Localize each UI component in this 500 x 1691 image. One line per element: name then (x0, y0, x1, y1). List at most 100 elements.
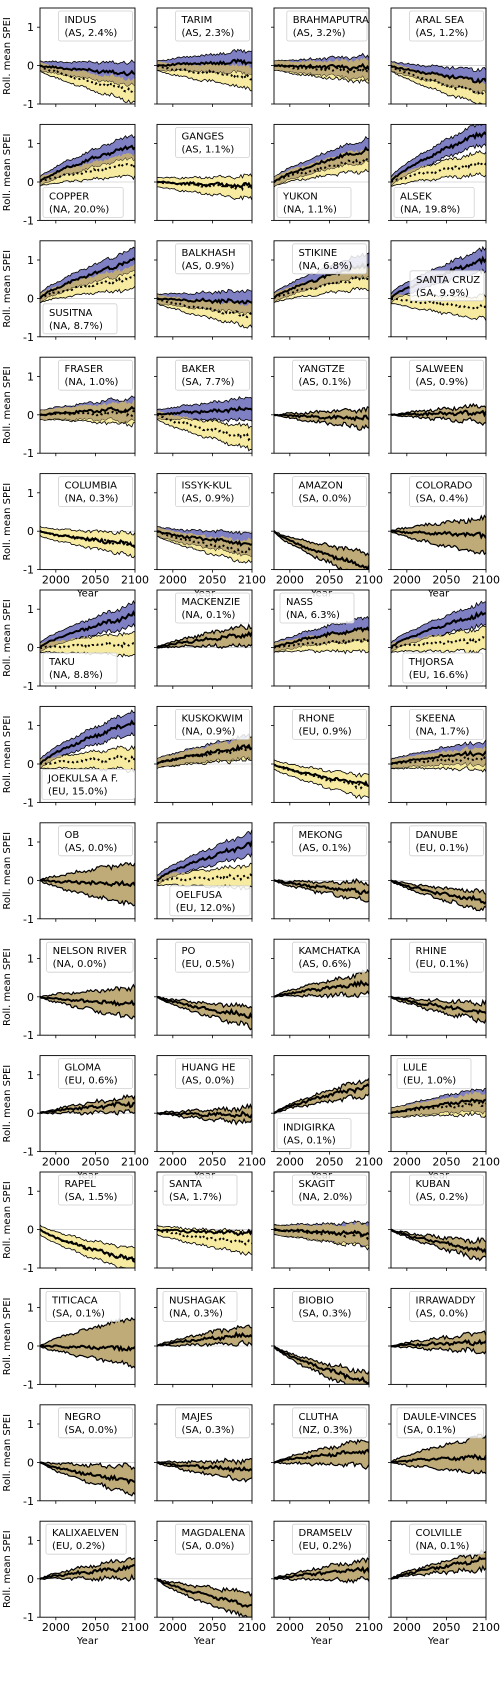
plot-area (274, 1219, 369, 1251)
panel-label: YUKON (NA, 1.1%) (276, 186, 352, 218)
label-box (162, 1291, 238, 1322)
panel-name: KUSKOKWIM (182, 713, 244, 724)
panel-label: SALWEEN (AS, 0.9%) (409, 359, 484, 391)
label-box (276, 1118, 352, 1149)
label-box (58, 1174, 133, 1206)
plot-area (40, 1316, 135, 1369)
chart-panel: SKAGIT (NA, 2.0%) (271, 1171, 370, 1271)
dashed-mean-line (157, 64, 252, 81)
y-axis-label: Roll. mean SPEI (2, 1298, 13, 1376)
dashed-mean-line (40, 1228, 135, 1261)
y-tick-label: 1 (27, 254, 34, 267)
panel-region: (NA, 2.0%) (299, 1192, 353, 1203)
label-box (175, 592, 250, 624)
panel-name: COPPER (49, 191, 89, 202)
y-tick-label: 1 (27, 21, 34, 34)
plot-area (274, 1344, 369, 1385)
axes-frame (390, 589, 487, 687)
axes-frame (390, 123, 487, 221)
chart-panel: -1 0 1 Roll. mean SPEI COPPER (NA, 20.0%) (2, 123, 136, 227)
mean-line (391, 1338, 486, 1348)
panel-region: (NZ, 0.3%) (299, 1425, 353, 1436)
label-box (175, 127, 250, 158)
label-box (409, 825, 484, 857)
label-box (292, 709, 367, 740)
mean-line (40, 257, 135, 300)
axes-frame (39, 1171, 136, 1269)
label-box (58, 1058, 133, 1089)
panel-region: (NA, 6.8%) (299, 261, 353, 272)
panel-label: SANTA CRUZ (SA, 9.9%) (409, 270, 485, 302)
overlap-band (40, 1461, 135, 1497)
chart-panel: 200020502100YearISSYK-KUL(AS, 0.9%) (154, 473, 266, 600)
panel-label: SANTA (SA, 1.7%) (162, 1174, 238, 1206)
plot-area (157, 623, 252, 650)
panel-name: BAKER (182, 364, 216, 375)
x-tick-label: 2000 (159, 574, 187, 587)
panel-name: RAPEL (65, 1179, 97, 1190)
y-axis-label: Roll. mean SPEI (2, 1181, 13, 1259)
y-tick-label: 1 (27, 370, 34, 383)
panel-region: (SA, 0.4%) (416, 494, 469, 505)
y-tick-label: 1 (27, 1302, 34, 1315)
label-box (175, 10, 250, 42)
mean-line (157, 630, 252, 649)
axes-frame (39, 938, 136, 1036)
overlap-band (391, 61, 486, 94)
blue-band (157, 829, 252, 886)
x-tick-label: 2050 (432, 1621, 460, 1634)
x-tick-label: 2050 (432, 574, 460, 587)
panel-name: MEKONG (299, 830, 343, 841)
panel-label: INDIGIRKA (AS, 0.1%) (276, 1118, 352, 1149)
panel-region: (SA, 0.3%) (182, 1425, 235, 1436)
panel-region: (AS, 3.2%) (293, 28, 346, 39)
mean-line (157, 743, 252, 765)
y-tick-label: 0 (27, 292, 34, 305)
axes-frame (39, 123, 136, 221)
y-tick-label: -1 (23, 1495, 34, 1508)
panel-name: LULE (403, 1063, 427, 1074)
chart-panel: 2000 2050 2100 Year MAGDALENA (SA, 0.0%) (154, 1520, 266, 1647)
panel-label: COLVILLE (NA, 0.1%) (409, 1523, 484, 1555)
plot-area (40, 134, 135, 188)
y-axis-label: Roll. mean SPEI (2, 366, 13, 444)
mean-line (157, 1330, 252, 1347)
mean-line (391, 995, 486, 1015)
overlap-band (274, 266, 369, 303)
x-tick-label: 2050 (81, 574, 109, 587)
x-tick-label: 2100 (238, 1156, 266, 1169)
panel-name: RHINE (416, 946, 447, 957)
label-box (292, 359, 367, 391)
panel-label: BAKER (SA, 7.7%) (175, 359, 250, 391)
axes-frame (156, 7, 253, 105)
panel-name: KALIXAELVEN (52, 1528, 119, 1539)
mean-line (274, 1345, 369, 1385)
panel-label: SKEENA (NA, 1.7%) (409, 709, 484, 740)
y-axis-label: Roll. mean SPEI (2, 832, 13, 910)
panel-label: HUANG HE (AS, 0.0%) (175, 1058, 250, 1089)
axes-frame (156, 356, 253, 454)
mean-line (157, 840, 252, 881)
overlap-band (157, 1577, 252, 1618)
y-axis-label: Roll. mean SPEI (2, 716, 13, 794)
panel-label: BIOBIO (SA, 0.3%) (292, 1291, 367, 1322)
chart-panel: 200020502100YearINDIGIRKA(AS, 0.1%) (271, 1055, 383, 1182)
mean-line (391, 1453, 486, 1464)
plot-area (274, 969, 369, 999)
axes-frame (273, 589, 370, 687)
panel-region: (EU, 0.9%) (299, 726, 352, 737)
plot-area (391, 402, 486, 427)
axes-frame (39, 589, 136, 687)
overlap-band (40, 745, 135, 769)
axes-frame (273, 1055, 370, 1153)
plot-area (274, 1438, 369, 1470)
panel-label: MAGDALENA (SA, 0.0%) (175, 1523, 250, 1555)
axes-frame (156, 1055, 253, 1153)
blue-band (40, 709, 135, 770)
panel-name: BRAHMAPUTRA (293, 15, 369, 26)
axes-frame (273, 1171, 370, 1269)
blue-band (40, 599, 135, 653)
chart-panel: KUBAN (AS, 0.2%) (388, 1171, 487, 1271)
